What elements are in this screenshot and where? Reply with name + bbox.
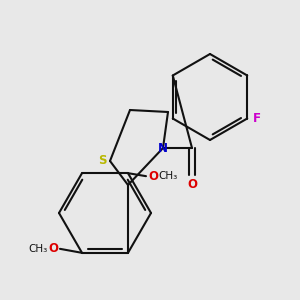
Text: CH₃: CH₃ [158,171,178,181]
Text: N: N [158,142,168,154]
Text: O: O [187,178,197,191]
Text: CH₃: CH₃ [28,244,48,254]
Text: O: O [48,242,58,255]
Text: O: O [148,170,158,183]
Text: F: F [253,112,261,125]
Text: S: S [98,154,106,167]
